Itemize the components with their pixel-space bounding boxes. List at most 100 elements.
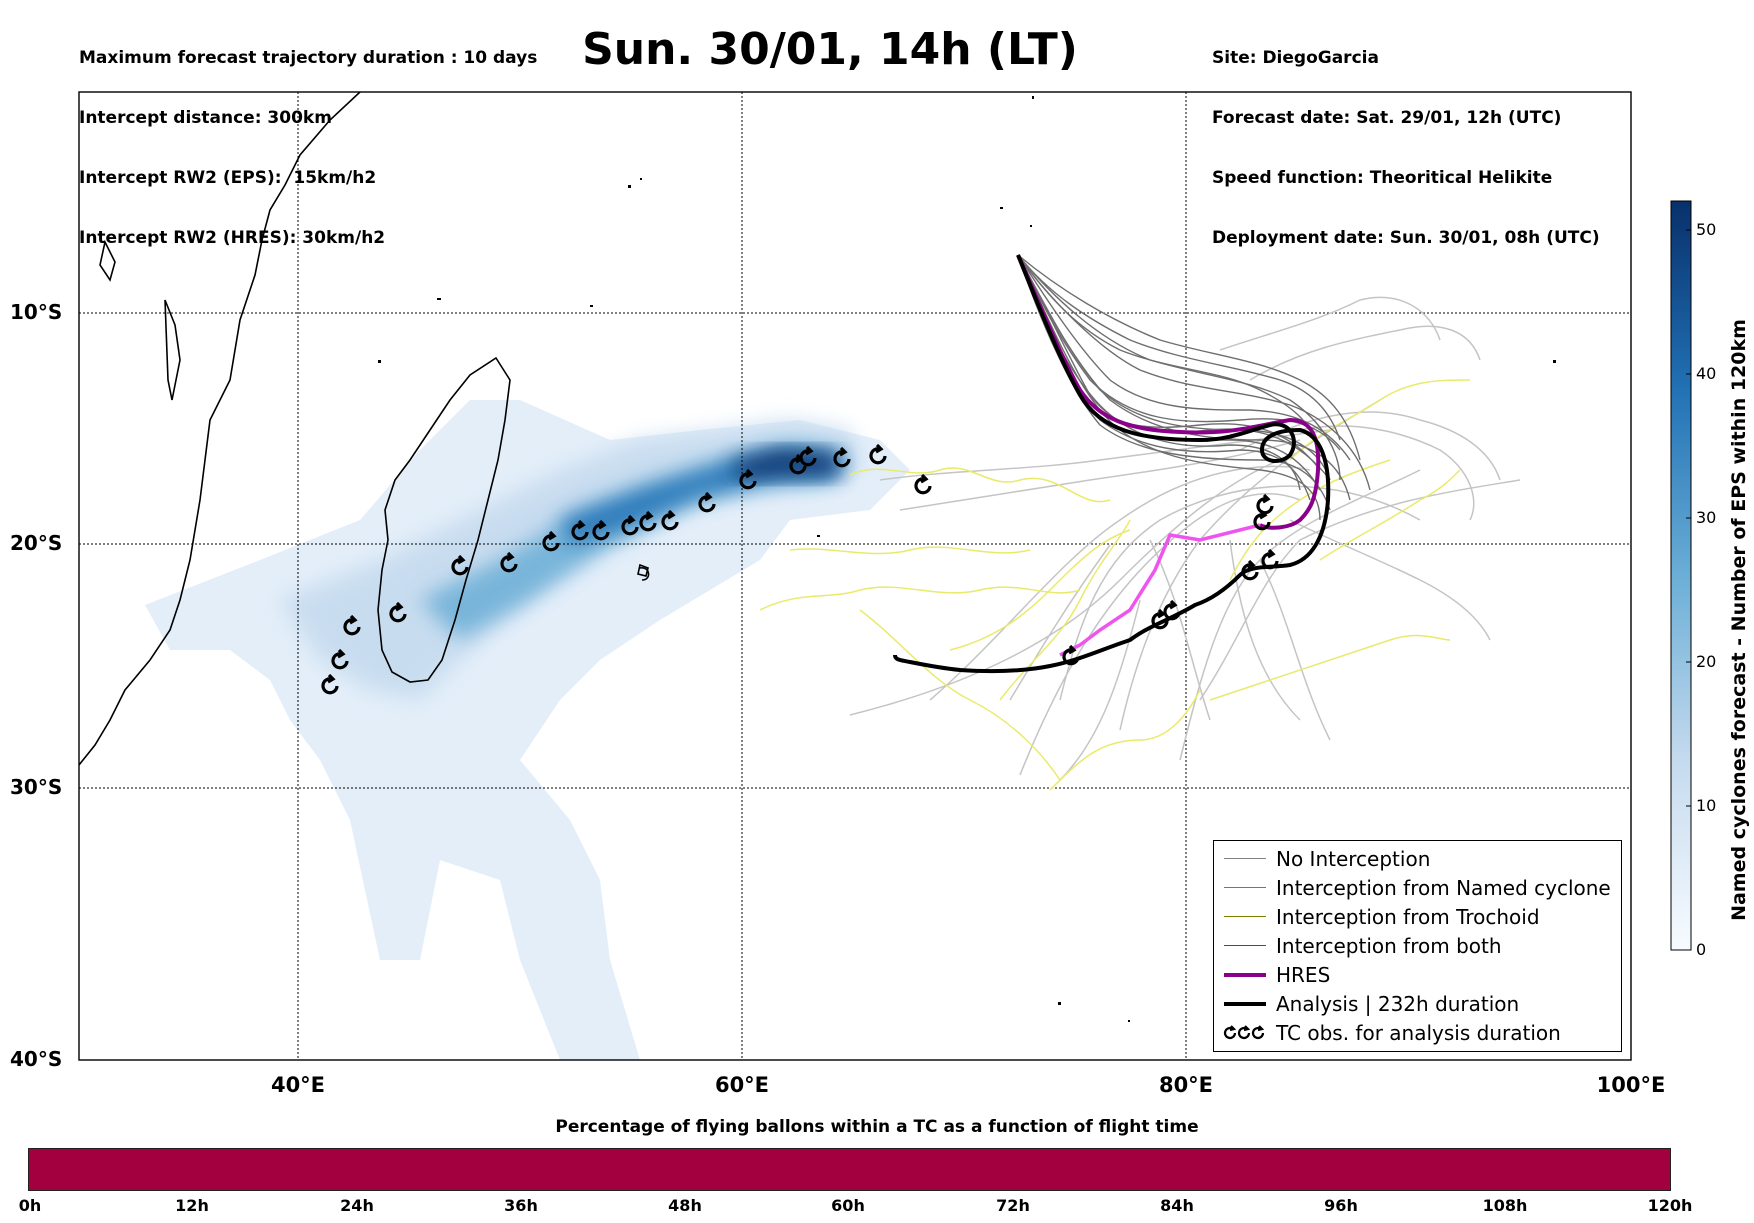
map-content: [79, 92, 1631, 1060]
lon-label-80e: 80°E: [1158, 1073, 1214, 1097]
legend-label: Interception from both: [1276, 934, 1502, 958]
legend-item-hres: HRES: [1214, 961, 1621, 989]
graticule: [79, 92, 1631, 1060]
map-legend: No Interception Interception from Named …: [1213, 840, 1622, 1052]
colorbar-tick-0: 0: [1696, 940, 1707, 959]
legend-label: TC obs. for analysis duration: [1276, 1021, 1561, 1045]
bar-tick-96h: 96h: [1324, 1196, 1358, 1215]
africa-coast: [79, 92, 361, 766]
hres-trajectory: [1016, 254, 1321, 530]
tc-observation-marker: [799, 445, 817, 467]
legend-label: Interception from Named cyclone: [1276, 876, 1611, 900]
bar-tick-108h: 108h: [1482, 1196, 1528, 1215]
tc-observation-marker: [542, 530, 560, 552]
tc-observation-marker: [869, 443, 887, 465]
reunion-coast: [639, 567, 650, 581]
tc-observation-marker: [621, 514, 639, 536]
lat-label-40s: 40°S: [10, 1047, 63, 1071]
tc-observation-marker: [500, 551, 518, 573]
site-text: Site: DiegoGarcia: [1212, 48, 1379, 68]
tc-observation-marker: [739, 468, 757, 490]
density-colorbar: [1670, 200, 1692, 951]
tc-observation-marker: [1256, 493, 1274, 515]
legend-swatch: [1224, 945, 1266, 946]
intercept-distance-text: Intercept distance: 300km: [79, 108, 332, 128]
mauritius-coast: [637, 563, 649, 577]
tc-observation-marker: [451, 554, 469, 576]
colorbar-tick-50: 50: [1696, 220, 1717, 239]
lon-label-100e: 100°E: [1596, 1073, 1666, 1097]
bar-tick-120h: 120h: [1647, 1196, 1693, 1215]
bar-tick-84h: 84h: [1160, 1196, 1194, 1215]
lat-label-20s: 20°S: [10, 531, 63, 555]
tc-observation-marker: [571, 519, 589, 541]
colorbar-tick-10: 10: [1696, 796, 1717, 815]
legend-item-trochoid: Interception from Trochoid: [1214, 903, 1621, 931]
forecast-info-left: Maximum forecast trajectory duration : 1…: [79, 8, 537, 268]
bar-tick-12h: 12h: [175, 1196, 209, 1215]
tc-observations: [321, 443, 1279, 695]
madagascar-coast: [377, 356, 511, 683]
legend-swatch: [1224, 1002, 1266, 1006]
bar-tick-36h: 36h: [504, 1196, 538, 1215]
percentage-bar: [28, 1148, 1671, 1191]
tc-observation-marker: [1151, 608, 1169, 630]
legend-swatch: [1224, 973, 1266, 977]
intercept-eps-text: Intercept RW2 (EPS): 15km/h2: [79, 168, 377, 188]
small-islands: [378, 96, 1556, 1022]
forecast-info-right: Site: DiegoGarcia Forecast date: Sat. 29…: [1212, 8, 1600, 268]
legend-label: No Interception: [1276, 847, 1431, 871]
bar-tick-60h: 60h: [831, 1196, 865, 1215]
legend-swatch: [1224, 916, 1266, 917]
tc-observation-marker: [331, 648, 349, 670]
tc-observation-marker: [833, 446, 851, 468]
tc-observation-marker: [321, 673, 339, 695]
legend-swatch: [1224, 887, 1266, 888]
bar-tick-24h: 24h: [340, 1196, 374, 1215]
lat-label-30s: 30°S: [10, 775, 63, 799]
legend-item-named-cyclone: Interception from Named cyclone: [1214, 874, 1621, 902]
bar-tick-72h: 72h: [996, 1196, 1030, 1215]
colorbar-tick-30: 30: [1696, 508, 1717, 527]
legend-item-no-interception: No Interception: [1214, 845, 1621, 873]
coastlines: [79, 92, 650, 766]
forecast-date-text: Forecast date: Sat. 29/01, 12h (UTC): [1212, 108, 1562, 128]
colorbar-label: Named cyclones forecast - Number of EPS …: [1728, 319, 1750, 921]
legend-swatch: [1224, 858, 1266, 859]
tc-observation-marker: [343, 614, 361, 636]
bar-tick-48h: 48h: [668, 1196, 702, 1215]
cyclone-density-field: [145, 400, 910, 1060]
map-frame: [78, 91, 1632, 1061]
tc-observation-marker: [1241, 559, 1259, 581]
speed-function-text: Speed function: Theoritical Helikite: [1212, 168, 1553, 188]
tc-observation-marker: [389, 601, 407, 623]
percentage-bar-title: Percentage of flying ballons within a TC…: [555, 1117, 1199, 1137]
legend-item-both: Interception from both: [1214, 932, 1621, 960]
lon-label-60e: 60°E: [714, 1073, 770, 1097]
legend-label: HRES: [1276, 963, 1331, 987]
no-interception-trajectories-light: [849, 296, 1521, 781]
tc-observation-marker: [914, 473, 932, 495]
intercept-hres-text: Intercept RW2 (HRES): 30km/h2: [79, 228, 386, 248]
map-title: Sun. 30/01, 14h (LT): [582, 24, 1078, 75]
deployment-date-text: Deployment date: Sun. 30/01, 08h (UTC): [1212, 228, 1600, 248]
tc-observation-marker: [698, 491, 716, 513]
bar-tick-0h: 0h: [18, 1196, 42, 1215]
tc-observation-marker: [1163, 599, 1181, 621]
tc-symbol-icon: [1223, 1025, 1265, 1040]
tc-observation-marker: [639, 510, 657, 532]
legend-item-analysis: Analysis | 232h duration: [1214, 990, 1621, 1018]
max-duration-text: Maximum forecast trajectory duration : 1…: [79, 48, 538, 68]
analysis-trajectory: [893, 254, 1331, 674]
tc-observation-marker: [661, 509, 679, 531]
lat-label-10s: 10°S: [10, 300, 63, 324]
legend-item-tc-obs: TC obs. for analysis duration: [1214, 1019, 1621, 1047]
colorbar-tick-20: 20: [1696, 652, 1717, 671]
tc-observation-marker: [592, 519, 610, 541]
lon-label-40e: 40°E: [270, 1073, 326, 1097]
tc-observation-marker: [1261, 548, 1279, 570]
legend-label: Analysis | 232h duration: [1276, 992, 1520, 1016]
hres-trajectory-tail: [1059, 523, 1261, 657]
colorbar-tick-40: 40: [1696, 364, 1717, 383]
